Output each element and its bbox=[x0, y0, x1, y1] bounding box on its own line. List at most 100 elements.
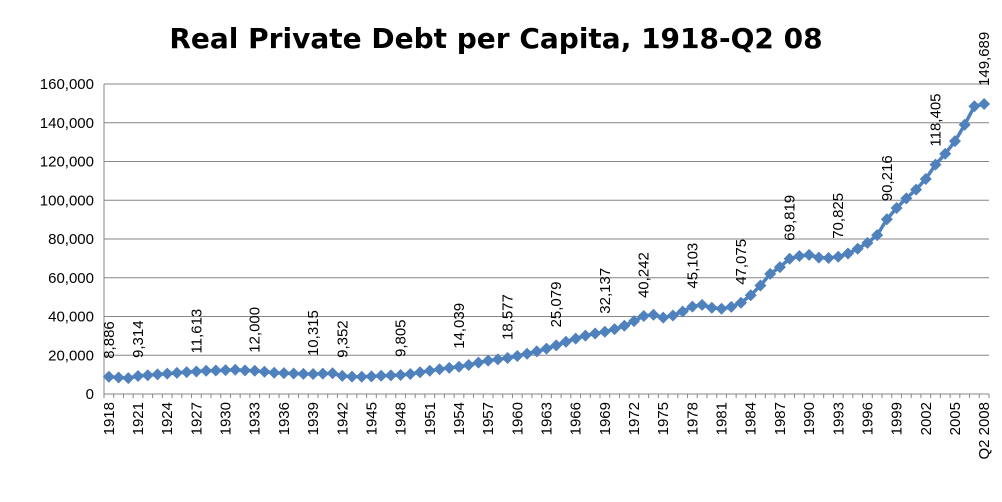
y-tick-label: 0 bbox=[86, 386, 94, 403]
data-label: 70,825 bbox=[830, 193, 847, 239]
x-tick-label: 1939 bbox=[305, 402, 322, 435]
data-point bbox=[715, 302, 728, 315]
data-label: 8,886 bbox=[101, 321, 118, 359]
axes bbox=[103, 84, 990, 398]
x-tick-label: 1942 bbox=[334, 402, 351, 435]
data-point bbox=[939, 147, 952, 160]
x-tick-label: 1930 bbox=[218, 402, 235, 435]
x-tick-label: 1948 bbox=[393, 402, 410, 435]
data-label: 11,613 bbox=[188, 309, 205, 354]
x-tick-label: 2002 bbox=[918, 402, 935, 435]
data-point bbox=[511, 350, 524, 363]
x-tick-label: 1978 bbox=[684, 402, 701, 435]
data-point bbox=[686, 300, 699, 313]
data-label: 12,000 bbox=[247, 307, 264, 353]
data-point bbox=[880, 213, 893, 226]
data-point bbox=[307, 368, 320, 381]
data-point bbox=[657, 311, 670, 324]
x-tick-label: 1960 bbox=[509, 402, 526, 435]
data-point bbox=[268, 366, 281, 379]
data-point bbox=[102, 370, 115, 383]
x-tick-label: 1987 bbox=[772, 402, 789, 435]
data-point bbox=[793, 250, 806, 263]
data-point bbox=[443, 361, 456, 374]
x-tick-label: 1996 bbox=[859, 402, 876, 435]
x-tick-label: 1963 bbox=[539, 402, 556, 435]
x-tick-label: 1933 bbox=[247, 402, 264, 435]
x-tick-label: 1966 bbox=[568, 402, 585, 435]
data-point bbox=[326, 367, 339, 380]
data-label: 18,577 bbox=[500, 294, 517, 340]
data-point bbox=[180, 366, 193, 379]
data-label: 45,103 bbox=[684, 243, 701, 289]
series-line bbox=[108, 102, 985, 380]
data-point bbox=[151, 368, 164, 381]
data-point bbox=[968, 100, 981, 113]
gridlines bbox=[104, 83, 989, 356]
x-tick-label: 1957 bbox=[480, 402, 497, 435]
x-tick-label: 1975 bbox=[655, 402, 672, 435]
data-point bbox=[948, 135, 961, 148]
y-tick-label: 20,000 bbox=[48, 347, 94, 364]
data-label: 14,039 bbox=[451, 303, 468, 349]
data-point bbox=[345, 370, 358, 383]
data-label: 40,242 bbox=[636, 252, 653, 298]
data-point bbox=[375, 369, 388, 382]
data-point bbox=[666, 309, 679, 322]
data-point bbox=[530, 345, 543, 358]
data-point bbox=[384, 369, 397, 382]
x-tick-label: 1984 bbox=[743, 402, 760, 435]
data-point bbox=[676, 305, 689, 318]
x-tick-label: 1918 bbox=[101, 402, 118, 435]
data-point bbox=[871, 229, 884, 242]
y-tick-label: 60,000 bbox=[48, 270, 94, 287]
data-point bbox=[190, 365, 203, 378]
x-tick-label: 1993 bbox=[830, 402, 847, 435]
data-point bbox=[832, 250, 845, 263]
data-point bbox=[822, 251, 835, 264]
data-label: 149,689 bbox=[976, 32, 993, 86]
x-tick-label: 1936 bbox=[276, 402, 293, 435]
data-point bbox=[851, 242, 864, 255]
data-point bbox=[219, 364, 232, 377]
data-point bbox=[501, 352, 514, 365]
data-label: 32,137 bbox=[597, 268, 614, 314]
data-point bbox=[521, 347, 534, 360]
data-point bbox=[803, 248, 816, 261]
data-label: 9,352 bbox=[334, 320, 351, 358]
data-point bbox=[910, 183, 923, 196]
data-point bbox=[297, 367, 310, 380]
data-point bbox=[209, 364, 222, 377]
data-point bbox=[696, 298, 709, 311]
data-point bbox=[929, 158, 942, 171]
data-point bbox=[277, 367, 290, 380]
data-point bbox=[725, 300, 738, 313]
series-debt-per-capita bbox=[102, 97, 991, 385]
data-point bbox=[229, 363, 242, 376]
y-tick-label: 160,000 bbox=[40, 76, 94, 93]
data-point bbox=[773, 261, 786, 274]
data-point bbox=[287, 367, 300, 380]
data-label: 118,405 bbox=[928, 93, 945, 146]
data-point bbox=[239, 364, 252, 377]
data-point bbox=[452, 360, 465, 373]
x-tick-label: Q2 2008 bbox=[976, 402, 993, 460]
data-point bbox=[598, 325, 611, 338]
data-labels: 8,886 9,314 11,613 12,000 10,315 9,352 9,805 14… bbox=[101, 32, 993, 359]
x-tick-label: 1954 bbox=[451, 402, 468, 435]
x-tick-label: 1972 bbox=[626, 402, 643, 435]
data-point bbox=[637, 310, 650, 323]
data-label: 9,314 bbox=[130, 320, 147, 358]
data-label: 9,805 bbox=[393, 319, 410, 357]
data-point bbox=[122, 372, 135, 385]
data-point bbox=[569, 332, 582, 345]
data-point bbox=[141, 369, 154, 382]
data-point bbox=[394, 369, 407, 382]
data-point bbox=[491, 353, 504, 366]
data-point bbox=[608, 323, 621, 336]
x-tick-label: 1921 bbox=[130, 402, 147, 435]
data-point bbox=[433, 363, 446, 376]
data-point bbox=[735, 296, 748, 309]
data-label: 69,819 bbox=[782, 195, 799, 241]
data-point bbox=[404, 368, 417, 381]
